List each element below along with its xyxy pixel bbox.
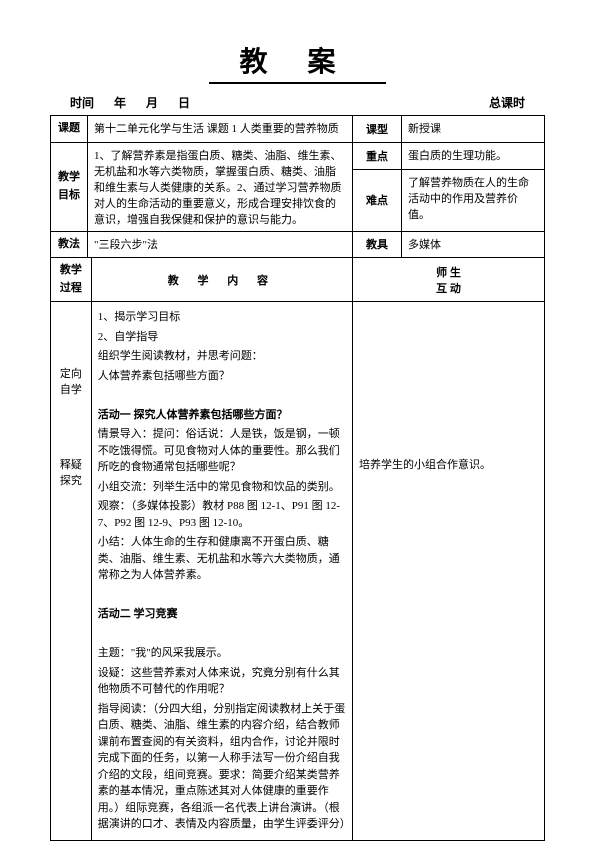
time-label: 时间 [70, 94, 94, 111]
key-label: 重点 [353, 142, 402, 169]
stage1-label: 定向自学 [57, 346, 85, 416]
interaction-text: 培养学生的小组合作意识。 [359, 456, 538, 472]
header-line: 时间 年 月 日 总课时 [50, 94, 545, 111]
type-label: 课型 [353, 116, 402, 143]
month-label: 月 [146, 94, 158, 111]
diff-value: 了解营养物质在人的生命活动中的作用及营养价值。 [402, 169, 545, 231]
topic-value: 第十二单元化学与生活 课题 1 人类重要的营养物质 [88, 116, 353, 143]
key-value: 蛋白质的生理功能。 [402, 142, 545, 169]
type-value: 新授课 [402, 116, 545, 143]
s1-l3: 人体营养素包括哪些方面？ [98, 368, 346, 385]
s2b-l4: 指导阅读：（分四大组，分别指定阅读教材上关于蛋白质、糖类、油脂、维生素的内容介绍… [98, 701, 346, 833]
s2a-l2: 观察：（多媒体投影）教材 P88 图 12-1、P91 图 12-7、P92 图… [98, 498, 346, 531]
s1-l1: 2、自学指导 [98, 329, 346, 346]
tool-value: 多媒体 [402, 231, 545, 258]
interaction-header: 师 生 互 动 [353, 258, 545, 302]
content-body: 1、揭示学习目标 2、自学指导 组织学生阅读教材，并思考问题： 人体营养素包括哪… [91, 302, 352, 841]
method-label: 教法 [51, 231, 88, 258]
s2b-l2: 设疑：这些营养素对人体来说，究竟分别有什么其他物质不可替代的作用呢？ [98, 665, 346, 698]
activity2-title: 活动二 学习竞赛 [98, 606, 346, 623]
total-label: 总课时 [489, 94, 525, 111]
s1-l0: 1、揭示学习目标 [98, 309, 346, 326]
content-header: 教 学 内 容 [91, 258, 352, 302]
topic-label: 课题 [51, 116, 88, 143]
goal-value: 1、了解营养素是指蛋白质、糖类、油脂、维生素、无机盐和水等六类物质，掌握蛋白质、… [88, 142, 353, 231]
goal-label: 教学目标 [51, 142, 88, 231]
process-header-row: 教学过程 教 学 内 容 师 生 互 动 [51, 258, 545, 302]
process-label: 教学过程 [51, 258, 92, 302]
goal-row-1: 教学目标 1、了解营养素是指蛋白质、糖类、油脂、维生素、无机盐和水等六类物质，掌… [51, 142, 545, 169]
s2a-l3: 小结：人体生命的生存和健康离不开蛋白质、糖类、油脂、维生素、无机盐和水等六大类物… [98, 534, 346, 584]
year-label: 年 [114, 94, 126, 111]
process-body-row: 定向自学 释疑探究 1、揭示学习目标 2、自学指导 组织学生阅读教材，并思考问题… [51, 302, 545, 841]
lesson-plan-table: 课题 第十二单元化学与生活 课题 1 人类重要的营养物质 课型 新授课 教学目标… [50, 115, 545, 841]
diff-label: 难点 [353, 169, 402, 231]
s1-l2: 组织学生阅读教材，并思考问题： [98, 348, 346, 365]
s2a-l1: 小组交流：列举生活中的常见食物和饮品的类别。 [98, 479, 346, 496]
method-value: "三段六步"法 [88, 231, 353, 258]
topic-row: 课题 第十二单元化学与生活 课题 1 人类重要的营养物质 课型 新授课 [51, 116, 545, 143]
interaction-body: 培养学生的小组合作意识。 [353, 302, 545, 841]
s2b-l0: 主题："我"的风采我展示。 [98, 645, 346, 662]
stage2-label: 释疑探究 [57, 416, 85, 796]
tool-label: 教具 [353, 231, 402, 258]
activity1-title: 活动一 探究人体营养素包括哪些方面？ [98, 407, 346, 424]
day-label: 日 [178, 94, 190, 111]
s2a-l0: 情景导入：提问：俗话说：人是铁，饭是钢，一顿不吃饿得慌。可见食物对人体的重要性。… [98, 426, 346, 476]
method-row: 教法 "三段六步"法 教具 多媒体 [51, 231, 545, 258]
doc-title: 教案 [50, 40, 545, 84]
